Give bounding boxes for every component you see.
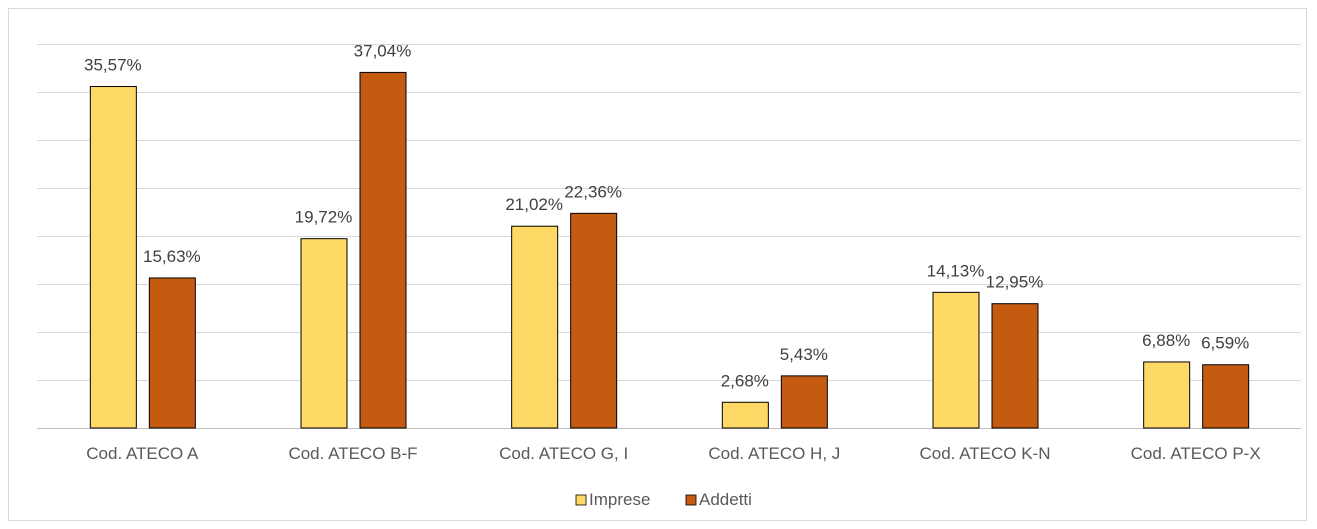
bar-chart: 35,57% 15,63% 19,72% 37,04% 21,02%22,36% 2,68… bbox=[37, 41, 1301, 509]
bar-imprese bbox=[932, 291, 980, 429]
data-label: 2,68% bbox=[721, 371, 769, 390]
data-label: 22,36% bbox=[564, 182, 622, 201]
data-label: 6,88% bbox=[1142, 331, 1190, 350]
x-tick-label: Cod. ATECO A bbox=[86, 444, 199, 463]
data-label: 15,63% bbox=[143, 247, 201, 266]
legend-label-imprese: Imprese bbox=[589, 490, 650, 509]
x-tick-label: Cod. ATECO H, J bbox=[708, 444, 840, 463]
bar-imprese bbox=[300, 238, 348, 429]
data-label: 35,57% bbox=[84, 56, 142, 75]
bar-imprese bbox=[1143, 361, 1191, 429]
bar-addetti bbox=[1202, 364, 1250, 429]
bar-addetti bbox=[991, 303, 1039, 429]
bar-addetti bbox=[570, 212, 618, 429]
bar-imprese bbox=[511, 225, 559, 429]
bar-imprese bbox=[721, 401, 769, 429]
data-label: 21,02% bbox=[505, 195, 563, 214]
x-tick-label: Cod. ATECO K-N bbox=[920, 444, 1051, 463]
data-label: 37,04% bbox=[354, 41, 412, 60]
legend-swatch-addetti bbox=[685, 494, 697, 506]
x-axis-tick-labels: Cod. ATECO A Cod. ATECO B-F Cod. ATECO G, … bbox=[86, 444, 1260, 463]
data-label: 6,59% bbox=[1201, 334, 1249, 353]
bar-addetti bbox=[148, 277, 196, 429]
bar-addetti bbox=[780, 375, 828, 429]
x-tick-label: Cod. ATECO B-F bbox=[288, 444, 417, 463]
legend-swatch-imprese bbox=[575, 494, 587, 506]
data-label: 5,43% bbox=[780, 345, 828, 364]
bar-addetti bbox=[359, 71, 407, 429]
chart-area: 35,57% 15,63% 19,72% 37,04% 21,02% 22,36% 2,68… bbox=[8, 8, 1307, 521]
legend-label-addetti: Addetti bbox=[699, 490, 752, 509]
gridlines bbox=[37, 44, 1301, 429]
x-tick-label: Cod. ATECO P-X bbox=[1131, 444, 1261, 463]
data-labels: 35,57% 15,63% 19,72% 37,04% 21,02%22,36% 2,68… bbox=[84, 41, 1249, 390]
legend: Imprese Addetti bbox=[575, 490, 752, 509]
data-label: 12,95% bbox=[986, 273, 1044, 292]
x-tick-label: Cod. ATECO G, I bbox=[499, 444, 628, 463]
bar-imprese bbox=[89, 86, 137, 429]
data-label: 19,72% bbox=[295, 208, 353, 227]
data-label: 14,13% bbox=[927, 261, 985, 280]
bars bbox=[89, 71, 1250, 429]
